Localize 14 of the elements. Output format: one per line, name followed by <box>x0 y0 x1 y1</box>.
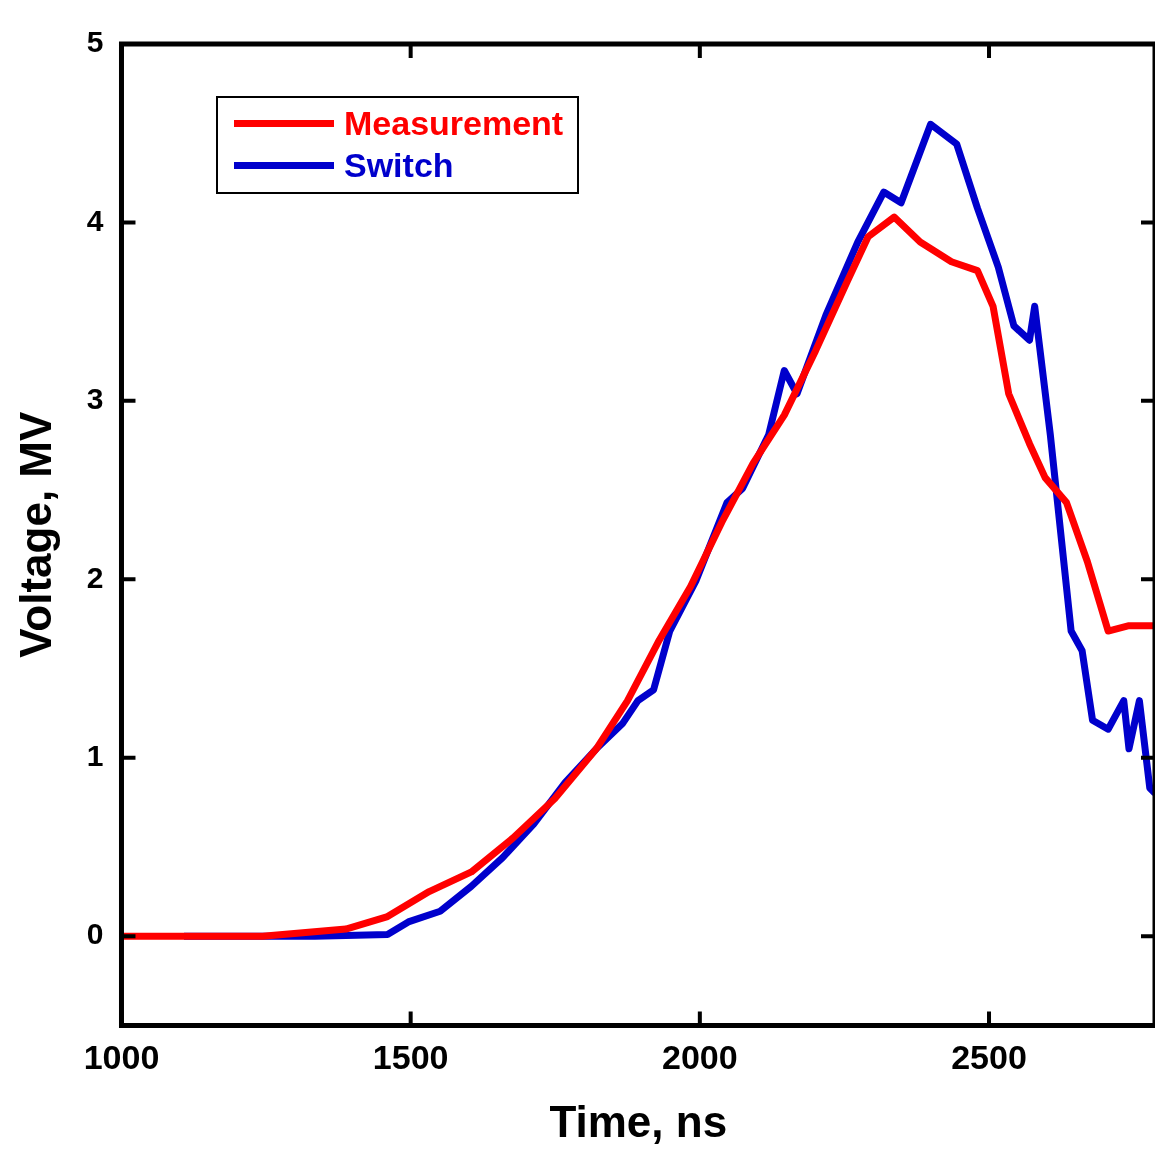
y-tick-label: 1 <box>86 739 104 773</box>
x-tick-label: 1000 <box>83 1038 160 1077</box>
y-tick-label: 3 <box>86 382 104 416</box>
legend-label: Switch <box>344 145 454 186</box>
y-tick-label: 2 <box>86 560 104 594</box>
x-tick-label: 2000 <box>662 1038 738 1077</box>
x-tick-label: 2500 <box>951 1038 1027 1077</box>
y-axis-title: Voltage, MV <box>10 411 60 658</box>
y-tick-label: 4 <box>86 203 104 237</box>
y-tick-label: 5 <box>86 25 104 59</box>
x-tick-label: 1500 <box>372 1038 449 1077</box>
y-tick-label: 0 <box>86 917 104 951</box>
x-axis-title: Time, ns <box>549 1096 728 1146</box>
legend-label: Measurement <box>344 103 564 144</box>
